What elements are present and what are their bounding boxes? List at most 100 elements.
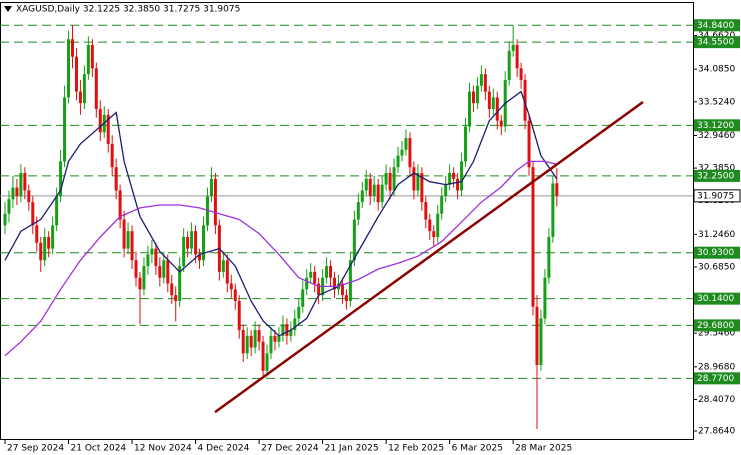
- candle-body: [209, 178, 213, 197]
- candle-body: [392, 167, 396, 191]
- moving-average: [4, 160, 557, 357]
- moving-average: [4, 90, 558, 337]
- candle-body: [531, 167, 535, 307]
- candle-body: [261, 341, 265, 371]
- candle-body: [110, 143, 114, 168]
- y-tick-label: 32.9460: [698, 131, 735, 141]
- x-tick-label: 12 Feb 2025: [388, 444, 444, 454]
- candle-body: [31, 202, 35, 226]
- candle-body: [70, 39, 74, 57]
- candle-body: [27, 190, 31, 203]
- candle-body: [114, 167, 118, 191]
- last-price-label: 31.9075: [697, 191, 734, 201]
- candle-body: [408, 138, 412, 168]
- candle-body: [221, 260, 225, 272]
- candle-body: [134, 260, 138, 278]
- x-tick-label: 21 Oct 2024: [71, 444, 127, 454]
- candle-body: [301, 289, 305, 307]
- candle-body: [82, 74, 86, 104]
- candle-body: [551, 183, 555, 237]
- candle-body: [313, 271, 317, 284]
- candle-body: [428, 219, 432, 232]
- candle-body: [547, 236, 551, 278]
- y-tick-label: 28.9680: [698, 362, 735, 372]
- candle-body: [202, 225, 206, 261]
- candle-body: [340, 283, 344, 296]
- x-tick-label: 4 Dec 2024: [198, 444, 250, 454]
- candle-body: [213, 178, 217, 226]
- candle-body: [325, 266, 329, 278]
- candle-body: [475, 85, 479, 104]
- candle-body: [384, 173, 388, 185]
- candle-body: [249, 335, 253, 348]
- y-tick-label: 28.4070: [698, 395, 735, 405]
- trendline: [214, 101, 644, 414]
- candle-body: [55, 196, 59, 226]
- candle-body: [360, 190, 364, 203]
- candle-body: [166, 260, 170, 284]
- x-tick-label: 12 Nov 2024: [134, 444, 192, 454]
- x-tick-label: 21 Jan 2025: [325, 444, 379, 454]
- level-label: 32.2500: [697, 171, 734, 181]
- candle-body: [432, 231, 436, 237]
- candle-body: [479, 74, 483, 86]
- candle-body: [98, 109, 102, 133]
- candle-body: [285, 324, 289, 336]
- candle-body: [543, 277, 547, 319]
- level-label: 34.5500: [697, 38, 734, 48]
- candle-body: [523, 79, 527, 121]
- candle-body: [416, 173, 420, 191]
- candle-body: [499, 120, 503, 127]
- candle-body: [400, 149, 404, 156]
- candle-body: [190, 231, 194, 249]
- candle-body: [412, 167, 416, 191]
- chart-title: XAGUSD,Daily 32.1225 32.3850 31.7275 31.…: [16, 5, 240, 15]
- candle-body: [269, 335, 273, 354]
- y-tick-label: 29.5460: [698, 329, 735, 339]
- candle-body: [174, 295, 178, 301]
- plot-frame: [0, 2, 694, 440]
- candle-body: [511, 45, 515, 51]
- candle-body: [182, 236, 186, 267]
- candle-body: [122, 219, 126, 249]
- candle-body: [142, 266, 146, 290]
- y-tick-label: 33.5240: [698, 97, 735, 107]
- candle-body: [491, 97, 495, 110]
- candle-body: [317, 283, 321, 296]
- candle-body: [67, 39, 71, 98]
- candle-body: [539, 318, 543, 365]
- candle-body: [515, 45, 519, 69]
- candle-body: [380, 184, 384, 203]
- candle-body: [11, 187, 15, 200]
- candle-body: [233, 289, 237, 301]
- candle-body: [277, 335, 281, 342]
- candle-body: [265, 353, 269, 371]
- candle-body: [404, 138, 408, 150]
- candle-body: [333, 277, 337, 290]
- level-label: 33.1200: [697, 121, 734, 131]
- candle-body: [555, 183, 559, 196]
- candle-body: [420, 173, 424, 203]
- level-box: [694, 319, 740, 332]
- candle-body: [305, 277, 309, 290]
- candle-body: [7, 199, 11, 214]
- candle-body: [162, 260, 166, 278]
- candle-body: [436, 213, 440, 237]
- y-tick-label: 31.2460: [698, 230, 735, 240]
- candle-body: [519, 68, 523, 80]
- level-box: [694, 169, 740, 182]
- level-label: 29.6800: [697, 321, 734, 331]
- last-price-box: [693, 189, 741, 203]
- candle-body: [460, 161, 464, 191]
- candle-body: [527, 120, 531, 168]
- candle-body: [59, 161, 63, 197]
- candle-body: [372, 184, 376, 197]
- menu-icon: [4, 6, 12, 12]
- y-tick-label: 30.6850: [698, 262, 735, 272]
- candle-body: [483, 74, 487, 92]
- candle-body: [43, 236, 47, 261]
- level-box: [694, 19, 740, 32]
- candle-body: [273, 335, 277, 342]
- candle-body: [471, 91, 475, 104]
